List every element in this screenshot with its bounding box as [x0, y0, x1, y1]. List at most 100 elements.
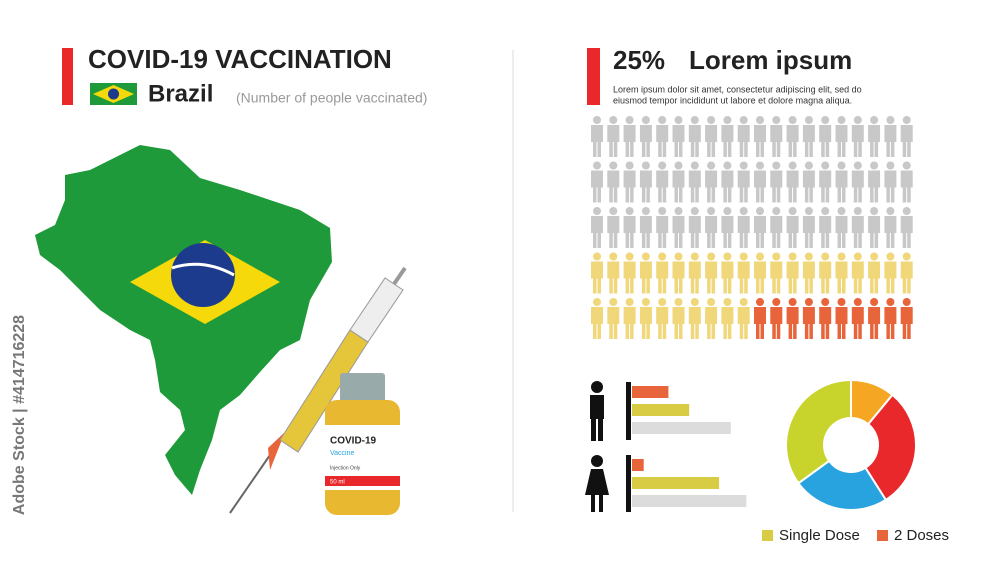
person-icon — [639, 116, 652, 157]
vial-volume: 50 ml — [330, 480, 345, 486]
donut-segment — [797, 459, 888, 511]
bar — [632, 404, 690, 416]
person-icon — [884, 207, 897, 248]
person-icon — [770, 252, 783, 294]
vial-label: COVID-19 — [330, 436, 377, 447]
person-icon — [705, 207, 718, 248]
person-icon — [705, 116, 718, 157]
title: COVID-19 VACCINATION — [88, 44, 392, 74]
legend-label: 2 Doses — [894, 527, 949, 544]
bar — [632, 386, 669, 398]
syringe — [229, 266, 407, 514]
map — [35, 145, 332, 495]
donut-segment — [864, 393, 917, 502]
person-icon — [688, 161, 701, 203]
person-icon — [607, 161, 620, 203]
person-icon — [754, 298, 766, 339]
person-icon — [591, 207, 603, 248]
person-icon — [900, 252, 913, 294]
person-icon — [672, 252, 685, 294]
legend-swatch — [877, 530, 888, 541]
stat-title: Lorem ipsum — [689, 45, 852, 75]
person-icon — [819, 252, 832, 294]
vial — [325, 373, 400, 515]
person-icon — [835, 298, 848, 339]
person-icon — [672, 207, 685, 248]
legend-swatch — [762, 530, 773, 541]
male-icon — [590, 381, 604, 441]
person-icon — [705, 252, 718, 294]
person-icon — [835, 252, 848, 294]
stat-text: eiusmod tempor incididunt ut labore et d… — [613, 95, 852, 105]
person-icon — [639, 298, 652, 339]
person-icon — [884, 161, 897, 203]
person-icon — [802, 161, 815, 203]
person-icon — [721, 161, 734, 203]
bar — [632, 477, 720, 489]
person-icon — [786, 252, 799, 294]
person-icon — [754, 116, 766, 157]
person-icon — [802, 207, 815, 248]
person-icon — [884, 116, 897, 157]
person-icon — [721, 252, 734, 294]
subtitle: (Number of people vaccinated) — [236, 90, 427, 106]
person-icon — [737, 161, 750, 203]
person-icon — [868, 298, 881, 339]
person-icon — [786, 207, 799, 248]
person-icon — [802, 116, 815, 157]
bar — [632, 422, 731, 434]
stat-text: Lorem ipsum dolor sit amet, consectetur … — [613, 84, 862, 94]
person-icon — [591, 161, 603, 203]
person-icon — [639, 252, 652, 294]
person-icon — [786, 161, 799, 203]
country: Brazil — [148, 80, 213, 107]
person-icon — [770, 161, 783, 203]
person-icon — [672, 161, 685, 203]
person-icon — [770, 298, 783, 339]
person-icon — [623, 161, 636, 203]
person-icon — [884, 252, 897, 294]
person-icon — [868, 252, 881, 294]
person-icon — [656, 161, 669, 203]
person-icon — [688, 298, 701, 339]
person-icon — [786, 298, 799, 339]
person-icon — [835, 116, 848, 157]
vial-sub: Vaccine — [330, 450, 354, 457]
person-icon — [835, 161, 848, 203]
person-icon — [819, 298, 832, 339]
person-icon — [802, 252, 815, 294]
legend-label: Single Dose — [779, 527, 860, 544]
person-icon — [900, 298, 913, 339]
person-icon — [868, 116, 881, 157]
person-icon — [623, 116, 636, 157]
axis-bar — [626, 382, 631, 440]
person-icon — [835, 207, 848, 248]
person-icon — [623, 252, 636, 294]
person-icon — [737, 116, 750, 157]
bar — [632, 459, 644, 471]
person-icon — [607, 252, 620, 294]
person-icon — [851, 298, 864, 339]
person-icon — [721, 116, 734, 157]
person-icon — [591, 298, 603, 339]
stat-percent: 25% — [613, 45, 665, 75]
donut-segment — [785, 378, 852, 485]
person-icon — [884, 298, 897, 339]
person-icon — [721, 207, 734, 248]
person-icon — [737, 252, 750, 294]
person-icon — [607, 116, 620, 157]
flag — [90, 83, 137, 105]
person-icon — [656, 207, 669, 248]
female-icon — [585, 455, 609, 512]
person-icon — [851, 116, 864, 157]
person-icon — [607, 298, 620, 339]
person-icon — [900, 116, 913, 157]
person-icon — [754, 161, 766, 203]
person-icon — [656, 298, 669, 339]
person-icon — [737, 207, 750, 248]
person-icon — [737, 298, 750, 339]
person-icon — [705, 298, 718, 339]
watermark: Adobe Stock | #414716228 — [11, 315, 28, 515]
person-icon — [656, 252, 669, 294]
